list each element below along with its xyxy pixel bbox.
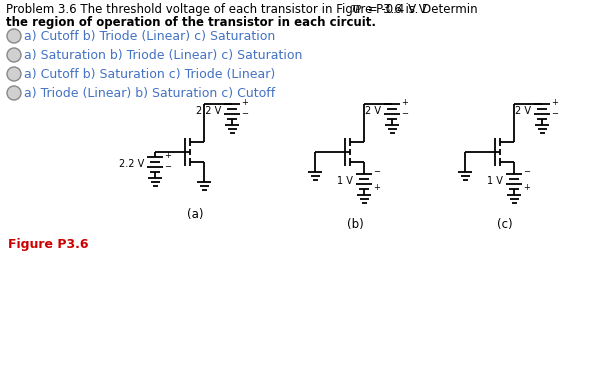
Circle shape (7, 29, 21, 43)
Text: 2 V: 2 V (515, 106, 531, 116)
Text: −: − (241, 109, 248, 118)
Text: a) Cutoff b) Triode (Linear) c) Saturation: a) Cutoff b) Triode (Linear) c) Saturati… (24, 29, 275, 42)
Text: +: + (551, 98, 558, 107)
Text: Figure P3.6: Figure P3.6 (8, 238, 89, 250)
Text: −: − (523, 167, 530, 176)
Text: −: − (373, 167, 380, 176)
Text: +: + (523, 183, 530, 192)
Text: 2.2 V: 2.2 V (196, 106, 221, 116)
Text: a) Cutoff b) Saturation c) Triode (Linear): a) Cutoff b) Saturation c) Triode (Linea… (24, 67, 275, 80)
Circle shape (7, 86, 21, 100)
Text: (b): (b) (347, 218, 363, 230)
Text: 1 V: 1 V (487, 176, 503, 186)
Text: −: − (551, 109, 558, 118)
Text: the region of operation of the transistor in each circuit.: the region of operation of the transisto… (6, 16, 376, 29)
Text: +: + (164, 151, 171, 160)
Text: a) Triode (Linear) b) Saturation c) Cutoff: a) Triode (Linear) b) Saturation c) Cuto… (24, 87, 275, 100)
Circle shape (7, 67, 21, 81)
Text: 1 V: 1 V (337, 176, 353, 186)
Text: 2.2 V: 2.2 V (119, 159, 144, 169)
Text: −: − (401, 109, 408, 118)
Text: (a): (a) (187, 207, 203, 221)
Text: TP: TP (350, 5, 361, 14)
Text: Problem 3.6 The threshold voltage of each transistor in Figure P3.6 is V: Problem 3.6 The threshold voltage of eac… (6, 3, 427, 16)
Text: −: − (164, 163, 171, 172)
Text: = -0.4 V. Determin: = -0.4 V. Determin (364, 3, 478, 16)
Text: a) Saturation b) Triode (Linear) c) Saturation: a) Saturation b) Triode (Linear) c) Satu… (24, 49, 302, 62)
Text: 2 V: 2 V (365, 106, 381, 116)
Text: +: + (241, 98, 248, 107)
Text: +: + (401, 98, 408, 107)
Text: +: + (373, 183, 380, 192)
Text: (c): (c) (497, 218, 513, 230)
Circle shape (7, 48, 21, 62)
